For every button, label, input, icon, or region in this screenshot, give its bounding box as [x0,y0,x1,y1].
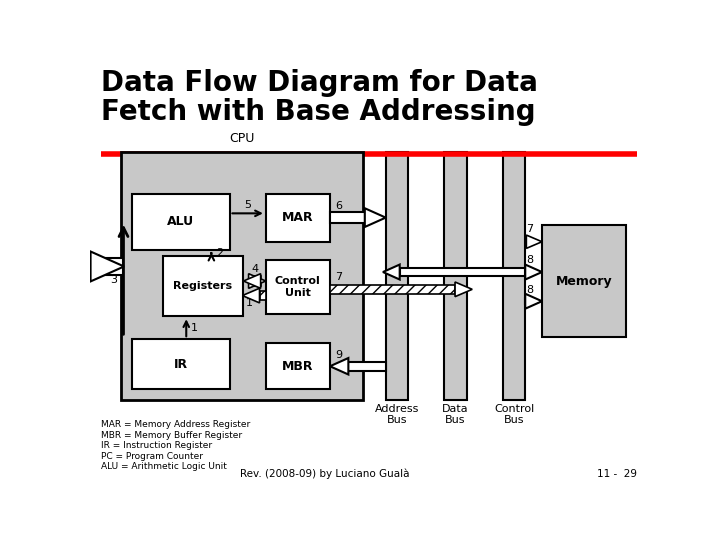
FancyBboxPatch shape [266,343,330,389]
Polygon shape [91,252,124,281]
Text: Rev. (2008-09) by Luciano Gualà: Rev. (2008-09) by Luciano Gualà [240,468,409,478]
Polygon shape [526,265,542,280]
Text: 5: 5 [244,200,251,210]
FancyBboxPatch shape [132,194,230,250]
Text: 1: 1 [191,323,198,333]
FancyBboxPatch shape [163,256,243,316]
FancyBboxPatch shape [266,194,330,241]
Polygon shape [330,358,348,374]
FancyBboxPatch shape [266,260,330,314]
Bar [248,276,261,286]
FancyBboxPatch shape [444,152,467,400]
Text: Data
Bus: Data Bus [442,404,469,426]
Text: CPU: CPU [230,132,255,145]
FancyBboxPatch shape [542,225,626,337]
Polygon shape [243,274,261,288]
Text: 2: 2 [216,248,223,258]
FancyBboxPatch shape [121,152,364,400]
Bar [330,212,365,223]
Text: 9: 9 [336,350,343,360]
Text: 3: 3 [109,275,117,286]
Text: ALU: ALU [167,215,194,228]
FancyBboxPatch shape [386,152,408,400]
Text: Address
Bus: Address Bus [374,404,419,426]
Polygon shape [248,274,266,288]
Bar [91,258,124,275]
Text: 6: 6 [336,201,343,211]
Bar [330,285,455,294]
Bar [348,362,386,371]
Bar [259,291,266,300]
Text: 8: 8 [526,255,534,265]
Text: 1: 1 [246,298,253,308]
FancyBboxPatch shape [132,339,230,389]
Polygon shape [365,208,386,227]
Text: MBR: MBR [282,360,314,373]
Polygon shape [383,265,400,280]
Text: IR: IR [174,357,188,370]
Polygon shape [526,294,542,309]
Text: Data Flow Diagram for Data
Fetch with Base Addressing: Data Flow Diagram for Data Fetch with Ba… [101,69,538,126]
Polygon shape [455,282,472,296]
Text: 11 -  29: 11 - 29 [597,469,637,478]
Text: Registers: Registers [174,281,233,291]
Text: Control
Unit: Control Unit [275,276,320,298]
Text: MAR: MAR [282,211,314,224]
Text: 4: 4 [251,264,258,274]
Text: Memory: Memory [556,274,612,287]
Polygon shape [243,288,259,303]
Text: MAR = Memory Address Register
MBR = Memory Buffer Register
IR = Instruction Regi: MAR = Memory Address Register MBR = Memo… [101,420,251,471]
Text: 7: 7 [526,224,534,234]
FancyBboxPatch shape [503,152,526,400]
Polygon shape [526,235,542,248]
Text: 7: 7 [336,272,343,282]
Bar [400,268,526,276]
Text: Control
Bus: Control Bus [494,404,534,426]
Text: 8: 8 [526,285,534,295]
